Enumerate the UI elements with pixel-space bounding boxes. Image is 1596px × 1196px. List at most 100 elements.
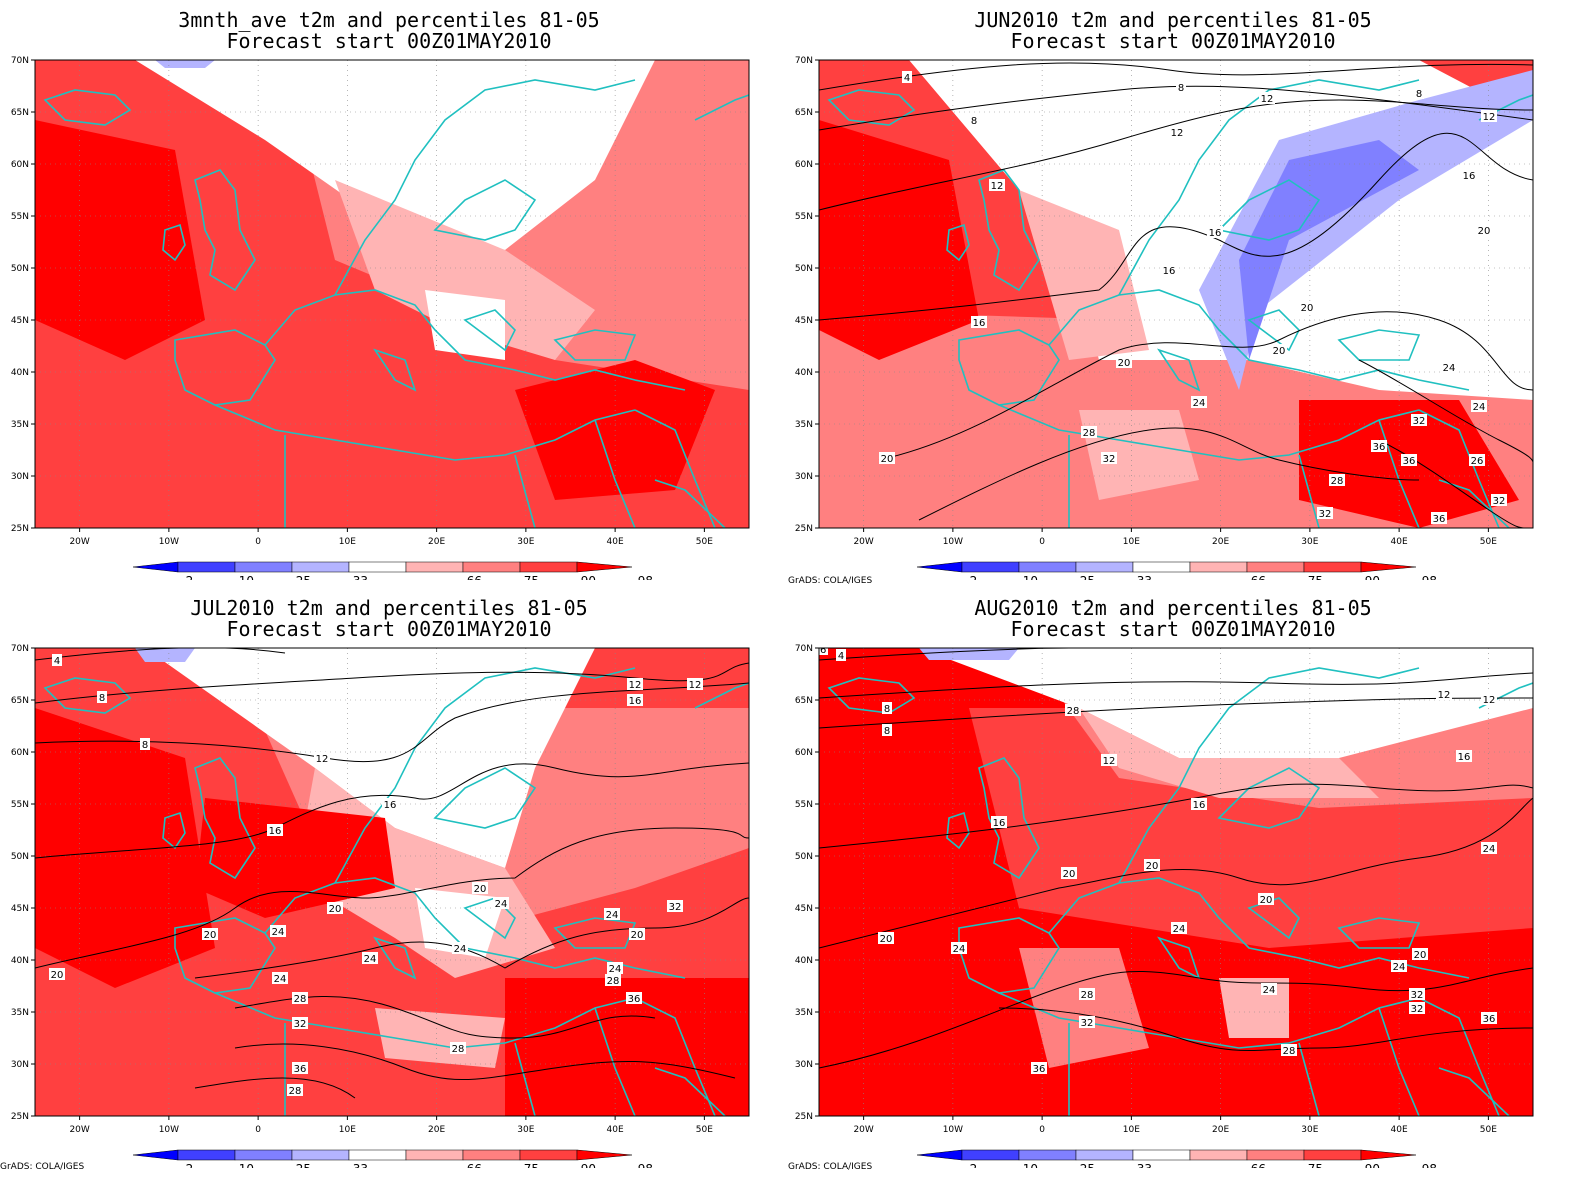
- colorbar-label: 98: [1422, 1162, 1437, 1168]
- isotherm-label: 16: [814, 645, 827, 656]
- x-tick-label: 50E: [1480, 537, 1497, 547]
- coastline: [162, 223, 186, 262]
- panel-subtitle: Forecast start 00Z01MAY2010: [1010, 29, 1336, 53]
- percentile-region: [135, 60, 655, 250]
- coastline: [194, 757, 256, 880]
- panel-title: AUG2010 t2m and percentiles 81-05: [974, 596, 1372, 620]
- coastline: [1048, 289, 1470, 391]
- coastline: [634, 997, 716, 1116]
- percentile-region: [335, 180, 595, 360]
- panel-subtitle: Forecast start 00Z01MAY2010: [226, 617, 552, 641]
- isotherm-label-bg: [1456, 750, 1472, 762]
- isotherm-labels: 4 8 8 12 12 12 16 16 16 16 20 20 20 20 20 24 24 24 24 24 28 2…: [814, 645, 1497, 1075]
- coastlines: [43, 79, 749, 528]
- map-plot-area: 4 8 8 8 12 12 12 12 16 16 16 16 20 20 20 20 20 24 24 24 28 28…: [818, 59, 1534, 529]
- isotherm-label-bg: [1469, 454, 1485, 466]
- x-tick-label: 0: [255, 537, 261, 547]
- colorbar-label: 66: [1251, 1162, 1266, 1168]
- y-tick-label: 35N: [11, 420, 29, 430]
- isotherm-label-bg: [493, 897, 509, 909]
- isotherm-label-bg: [1207, 226, 1223, 238]
- isotherm-label-bg: [1461, 169, 1477, 181]
- coastline: [1438, 1067, 1510, 1116]
- coastline: [514, 454, 536, 528]
- colorbar-segment: [291, 1149, 350, 1161]
- y-tick-label: 45N: [11, 316, 29, 326]
- isotherm-label: 16: [1193, 800, 1206, 811]
- isotherm-label-bg: [882, 702, 892, 714]
- axis-labels: 20W 10W 0 10E 20E 30E 40E 50E 70N 65N 60N 55N 50N 45N…: [11, 56, 713, 547]
- isotherm-label: 24: [1483, 844, 1496, 855]
- isotherm-label-bg: [687, 678, 703, 690]
- isotherm-label-bg: [97, 691, 107, 703]
- coastline: [214, 404, 636, 461]
- y-tick-label: 55N: [11, 800, 29, 810]
- coastline: [1118, 79, 1420, 296]
- colorbar-segment: [1075, 1149, 1134, 1161]
- colorbar-label: 98: [638, 1162, 653, 1168]
- isotherm-line: [819, 672, 1533, 699]
- isotherm-label-bg: [1061, 867, 1077, 879]
- isotherm-label: 4: [904, 73, 910, 84]
- axis-labels: 20W 10W 0 10E 20E 30E 40E 50E 70N 65N 60N 55N 50N 45N…: [795, 644, 1497, 1135]
- isotherm-label: 28: [1083, 428, 1096, 439]
- isotherm-label-bg: [951, 942, 967, 954]
- x-tick-label: 10W: [159, 1125, 179, 1135]
- isotherm-line: [1358, 359, 1533, 470]
- isotherm-label-bg: [1031, 1062, 1047, 1074]
- coastline: [373, 348, 417, 392]
- x-tick-label: 0: [1039, 1125, 1045, 1135]
- coastline: [264, 289, 686, 391]
- colorbar-label: 25: [296, 1162, 311, 1168]
- percentile-region: [1019, 948, 1149, 1068]
- coastline: [634, 409, 716, 528]
- isotherm-label-bg: [1081, 426, 1097, 438]
- isotherm-label-bg: [1471, 400, 1487, 412]
- y-tick-label: 25N: [11, 524, 29, 534]
- y-tick-label: 40N: [11, 368, 29, 378]
- percentile-region: [1239, 140, 1419, 360]
- isotherm-label: 24: [454, 944, 467, 955]
- x-tick-label: 10E: [339, 1125, 356, 1135]
- colorbar-arrow-high: [1360, 1149, 1417, 1161]
- x-tick-label: 30E: [517, 537, 534, 547]
- isotherm-label: 16: [1163, 266, 1176, 277]
- x-tick-label: 20W: [69, 537, 89, 547]
- isotherm-label-bg: [140, 738, 150, 750]
- x-tick-label: 50E: [1480, 1125, 1497, 1135]
- x-tick-label: 20W: [853, 1125, 873, 1135]
- y-tick-label: 70N: [11, 56, 29, 66]
- map-figure: 20W 10W 0 10E 20E 30E 40E 50E 70N 65N 60N 55N 50N 45N…: [11, 56, 750, 580]
- coastline: [998, 404, 1420, 461]
- isotherm-label-bg: [267, 824, 283, 836]
- colorbar-segment: [1303, 561, 1362, 573]
- y-tick-label: 50N: [11, 852, 29, 862]
- isotherm-label: 12: [1261, 94, 1274, 105]
- isotherm-label-bg: [1329, 474, 1345, 486]
- isotherm-label-bg: [627, 694, 643, 706]
- colorbar-segment: [348, 1149, 407, 1161]
- x-tick-label: 10W: [943, 1125, 963, 1135]
- isotherm-label: 28: [1067, 706, 1080, 717]
- coastline: [694, 94, 749, 121]
- isotherm-label: 16: [973, 318, 986, 329]
- colorbar-segment: [961, 1149, 1020, 1161]
- colorbar-label: 33: [1137, 1162, 1152, 1168]
- isotherm-label: 24: [606, 910, 619, 921]
- isotherm-label-bg: [1101, 754, 1117, 766]
- coastline: [827, 89, 916, 126]
- percentile-region: [375, 1008, 505, 1068]
- coastline: [594, 419, 636, 528]
- isotherm-label: 28: [607, 976, 620, 987]
- x-tick-label: 40E: [607, 1125, 624, 1135]
- map-frame: [34, 59, 750, 529]
- y-tick-label: 50N: [795, 264, 813, 274]
- colorbar-label: 10: [1023, 1162, 1038, 1168]
- colorbar-segment: [1075, 561, 1134, 573]
- colorbar-label: 33: [1137, 574, 1152, 580]
- isotherm-label: 20: [631, 930, 644, 941]
- colorbar-segment: [1189, 1149, 1248, 1161]
- isotherm-label: 24: [1263, 985, 1276, 996]
- isotherm-line: [194, 1077, 356, 1099]
